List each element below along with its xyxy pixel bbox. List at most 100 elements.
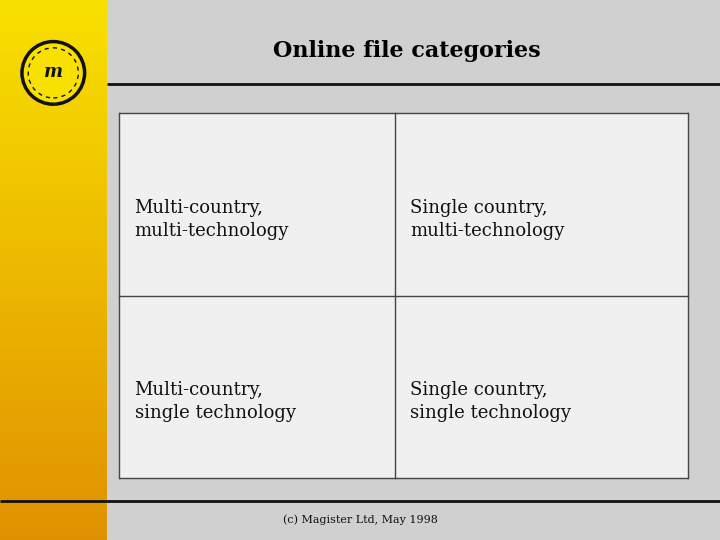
- Bar: [0, 178, 107, 184]
- Bar: [0, 38, 107, 43]
- Bar: [0, 292, 107, 297]
- Bar: [0, 119, 107, 124]
- Bar: [0, 167, 107, 173]
- Bar: [0, 410, 107, 416]
- Bar: [0, 518, 107, 524]
- Bar: [0, 378, 107, 383]
- Bar: [0, 254, 107, 259]
- Bar: [0, 508, 107, 513]
- Bar: [0, 459, 107, 464]
- Text: Single country,
multi-technology: Single country, multi-technology: [410, 199, 564, 240]
- Bar: [0, 308, 107, 313]
- Bar: [0, 389, 107, 394]
- Bar: [0, 270, 107, 275]
- Bar: [0, 265, 107, 270]
- Bar: [0, 394, 107, 400]
- Bar: [0, 135, 107, 140]
- Bar: [0, 130, 107, 135]
- Bar: [0, 491, 107, 497]
- Bar: [0, 16, 107, 22]
- Bar: [0, 108, 107, 113]
- Bar: [0, 0, 107, 5]
- Text: Multi-country,
multi-technology: Multi-country, multi-technology: [135, 199, 289, 240]
- Bar: [0, 43, 107, 49]
- Bar: [0, 502, 107, 508]
- Bar: [0, 27, 107, 32]
- Bar: [0, 362, 107, 367]
- Bar: [0, 49, 107, 54]
- Bar: [0, 54, 107, 59]
- Bar: [0, 346, 107, 351]
- Bar: [0, 454, 107, 459]
- Bar: [0, 205, 107, 211]
- Bar: [0, 464, 107, 470]
- Bar: [0, 535, 107, 540]
- Text: Online file categories: Online file categories: [273, 40, 541, 62]
- Bar: [0, 103, 107, 108]
- Ellipse shape: [22, 42, 85, 104]
- Bar: [0, 189, 107, 194]
- Bar: [0, 221, 107, 227]
- Bar: [0, 286, 107, 292]
- Bar: [0, 243, 107, 248]
- Bar: [0, 297, 107, 302]
- Bar: [0, 313, 107, 319]
- Bar: [0, 216, 107, 221]
- Bar: [0, 427, 107, 432]
- Bar: [0, 22, 107, 27]
- Bar: [0, 383, 107, 389]
- Bar: [0, 113, 107, 119]
- Bar: [0, 81, 107, 86]
- Text: Single country,
single technology: Single country, single technology: [410, 381, 572, 422]
- Bar: [0, 373, 107, 378]
- Bar: [0, 11, 107, 16]
- Bar: [0, 513, 107, 518]
- Bar: [0, 335, 107, 340]
- Bar: [0, 184, 107, 189]
- Bar: [0, 524, 107, 529]
- Bar: [0, 5, 107, 11]
- Bar: [0, 324, 107, 329]
- Bar: [0, 59, 107, 65]
- Bar: [0, 248, 107, 254]
- Bar: [0, 76, 107, 81]
- Bar: [0, 65, 107, 70]
- Text: m: m: [44, 63, 63, 81]
- Bar: [0, 275, 107, 281]
- Bar: [0, 157, 107, 162]
- Bar: [0, 259, 107, 265]
- Bar: [0, 340, 107, 346]
- Bar: [0, 481, 107, 486]
- Bar: [0, 416, 107, 421]
- Text: Multi-country,
single technology: Multi-country, single technology: [135, 381, 296, 422]
- Bar: [0, 448, 107, 454]
- Bar: [0, 200, 107, 205]
- Bar: [0, 281, 107, 286]
- Bar: [0, 92, 107, 97]
- Bar: [0, 497, 107, 502]
- Bar: [0, 356, 107, 362]
- Bar: [0, 329, 107, 335]
- Bar: [0, 227, 107, 232]
- Bar: [0, 432, 107, 437]
- Bar: [0, 70, 107, 76]
- Bar: [119, 113, 688, 478]
- Text: (c) Magister Ltd, May 1998: (c) Magister Ltd, May 1998: [282, 514, 438, 525]
- Bar: [0, 194, 107, 200]
- Bar: [0, 367, 107, 373]
- Bar: [0, 405, 107, 410]
- Bar: [0, 437, 107, 443]
- Bar: [0, 32, 107, 38]
- Bar: [0, 97, 107, 103]
- Bar: [0, 351, 107, 356]
- Bar: [0, 124, 107, 130]
- Bar: [0, 302, 107, 308]
- Bar: [0, 443, 107, 448]
- Bar: [0, 146, 107, 151]
- Bar: [0, 173, 107, 178]
- Bar: [0, 232, 107, 238]
- Bar: [0, 151, 107, 157]
- Bar: [0, 319, 107, 324]
- Bar: [0, 238, 107, 243]
- Bar: [0, 529, 107, 535]
